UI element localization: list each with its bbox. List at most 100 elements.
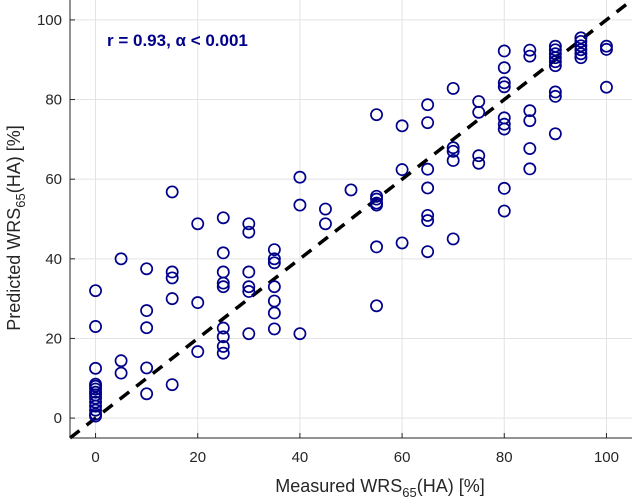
y-axis-title-suffix: (HA) [%] xyxy=(4,125,24,193)
data-point xyxy=(370,192,383,206)
data-point xyxy=(293,170,307,184)
data-point xyxy=(497,117,511,131)
data-point xyxy=(497,181,511,195)
data-point xyxy=(89,409,102,423)
data-point xyxy=(216,276,230,290)
data-point xyxy=(89,361,102,375)
data-point xyxy=(216,339,230,353)
data-point xyxy=(600,42,613,56)
data-point xyxy=(523,49,537,63)
data-point xyxy=(472,149,486,163)
x-tick-label: 40 xyxy=(292,449,309,466)
y-axis-title-main: Predicted WRS xyxy=(4,208,24,331)
grid-lines xyxy=(70,0,632,438)
y-tick-label: 20 xyxy=(45,330,62,347)
data-point xyxy=(89,320,102,333)
x-tick-label: 20 xyxy=(189,449,206,466)
y-tick-label: 0 xyxy=(54,410,62,427)
data-point xyxy=(497,80,511,94)
data-point xyxy=(421,162,435,176)
data-point xyxy=(370,198,383,212)
data-point xyxy=(574,47,588,61)
data-point xyxy=(523,104,537,118)
y-tick-label: 60 xyxy=(45,171,62,188)
data-point xyxy=(242,225,256,239)
data-point xyxy=(293,327,307,341)
data-point xyxy=(548,127,562,141)
data-point xyxy=(267,256,281,270)
data-point xyxy=(165,271,179,285)
data-point xyxy=(89,399,102,413)
data-point xyxy=(344,183,358,197)
data-point xyxy=(267,306,281,320)
y-tick-label: 80 xyxy=(45,92,62,109)
data-point xyxy=(497,44,511,58)
data-point xyxy=(523,43,537,57)
y-tick-labels: 0 20 40 60 80 100 xyxy=(37,12,62,427)
x-axis-title-main: Measured WRS xyxy=(275,476,402,496)
data-point xyxy=(140,387,154,401)
data-point xyxy=(395,119,409,133)
data-point xyxy=(216,330,230,344)
data-point xyxy=(574,34,588,48)
x-tick-label: 100 xyxy=(594,449,619,466)
x-axis-title-suffix: (HA) [%] xyxy=(417,476,485,496)
y-tick-label: 100 xyxy=(37,12,62,29)
data-point xyxy=(421,214,435,228)
data-point xyxy=(548,85,562,99)
x-axis-title: Measured WRS65(HA) [%] xyxy=(275,476,485,500)
data-point xyxy=(395,163,409,177)
data-point xyxy=(600,80,613,94)
data-point xyxy=(140,262,154,276)
reference-line-group xyxy=(68,0,633,440)
data-point xyxy=(548,51,562,65)
axes xyxy=(69,0,632,439)
data-point xyxy=(446,154,460,167)
data-point xyxy=(395,236,409,250)
data-point xyxy=(267,243,281,257)
data-point xyxy=(267,280,281,294)
data-point xyxy=(267,294,281,308)
data-point xyxy=(497,61,511,75)
x-tick-label: 0 xyxy=(91,449,99,466)
x-axis-title-subscript: 65 xyxy=(402,485,416,500)
data-point xyxy=(89,403,102,417)
data-point xyxy=(165,185,179,199)
data-point xyxy=(446,144,460,158)
data-point xyxy=(191,345,205,359)
data-point xyxy=(421,181,435,195)
data-point xyxy=(165,265,179,279)
data-point xyxy=(370,240,383,254)
data-point xyxy=(140,321,154,335)
correlation-annotation: r = 0.93, α < 0.001 xyxy=(107,31,248,50)
data-point xyxy=(421,116,435,130)
y-axis-title: Predicted WRS65(HA) [%] xyxy=(4,125,28,331)
data-point xyxy=(89,284,102,298)
data-point xyxy=(421,208,435,222)
data-point xyxy=(191,217,205,231)
data-point xyxy=(114,366,128,380)
data-point xyxy=(497,122,511,136)
data-point xyxy=(242,285,256,298)
data-point xyxy=(472,95,486,108)
data-point xyxy=(319,202,332,216)
data-point xyxy=(548,55,562,69)
reference-line xyxy=(68,0,633,440)
x-tick-label: 80 xyxy=(496,449,513,466)
data-point xyxy=(140,304,154,318)
data-point xyxy=(421,245,435,259)
data-point xyxy=(114,354,128,368)
x-tick-label: 60 xyxy=(394,449,411,466)
data-point xyxy=(574,51,588,65)
data-point xyxy=(216,280,230,294)
data-point xyxy=(216,265,230,279)
data-point xyxy=(216,321,230,335)
data-point xyxy=(497,204,511,218)
data-point xyxy=(165,378,179,392)
data-point xyxy=(446,141,460,155)
data-point xyxy=(216,211,230,225)
data-point xyxy=(242,217,256,231)
data-point xyxy=(497,76,511,90)
x-tick-labels: 0 20 40 60 80 100 xyxy=(91,449,619,466)
